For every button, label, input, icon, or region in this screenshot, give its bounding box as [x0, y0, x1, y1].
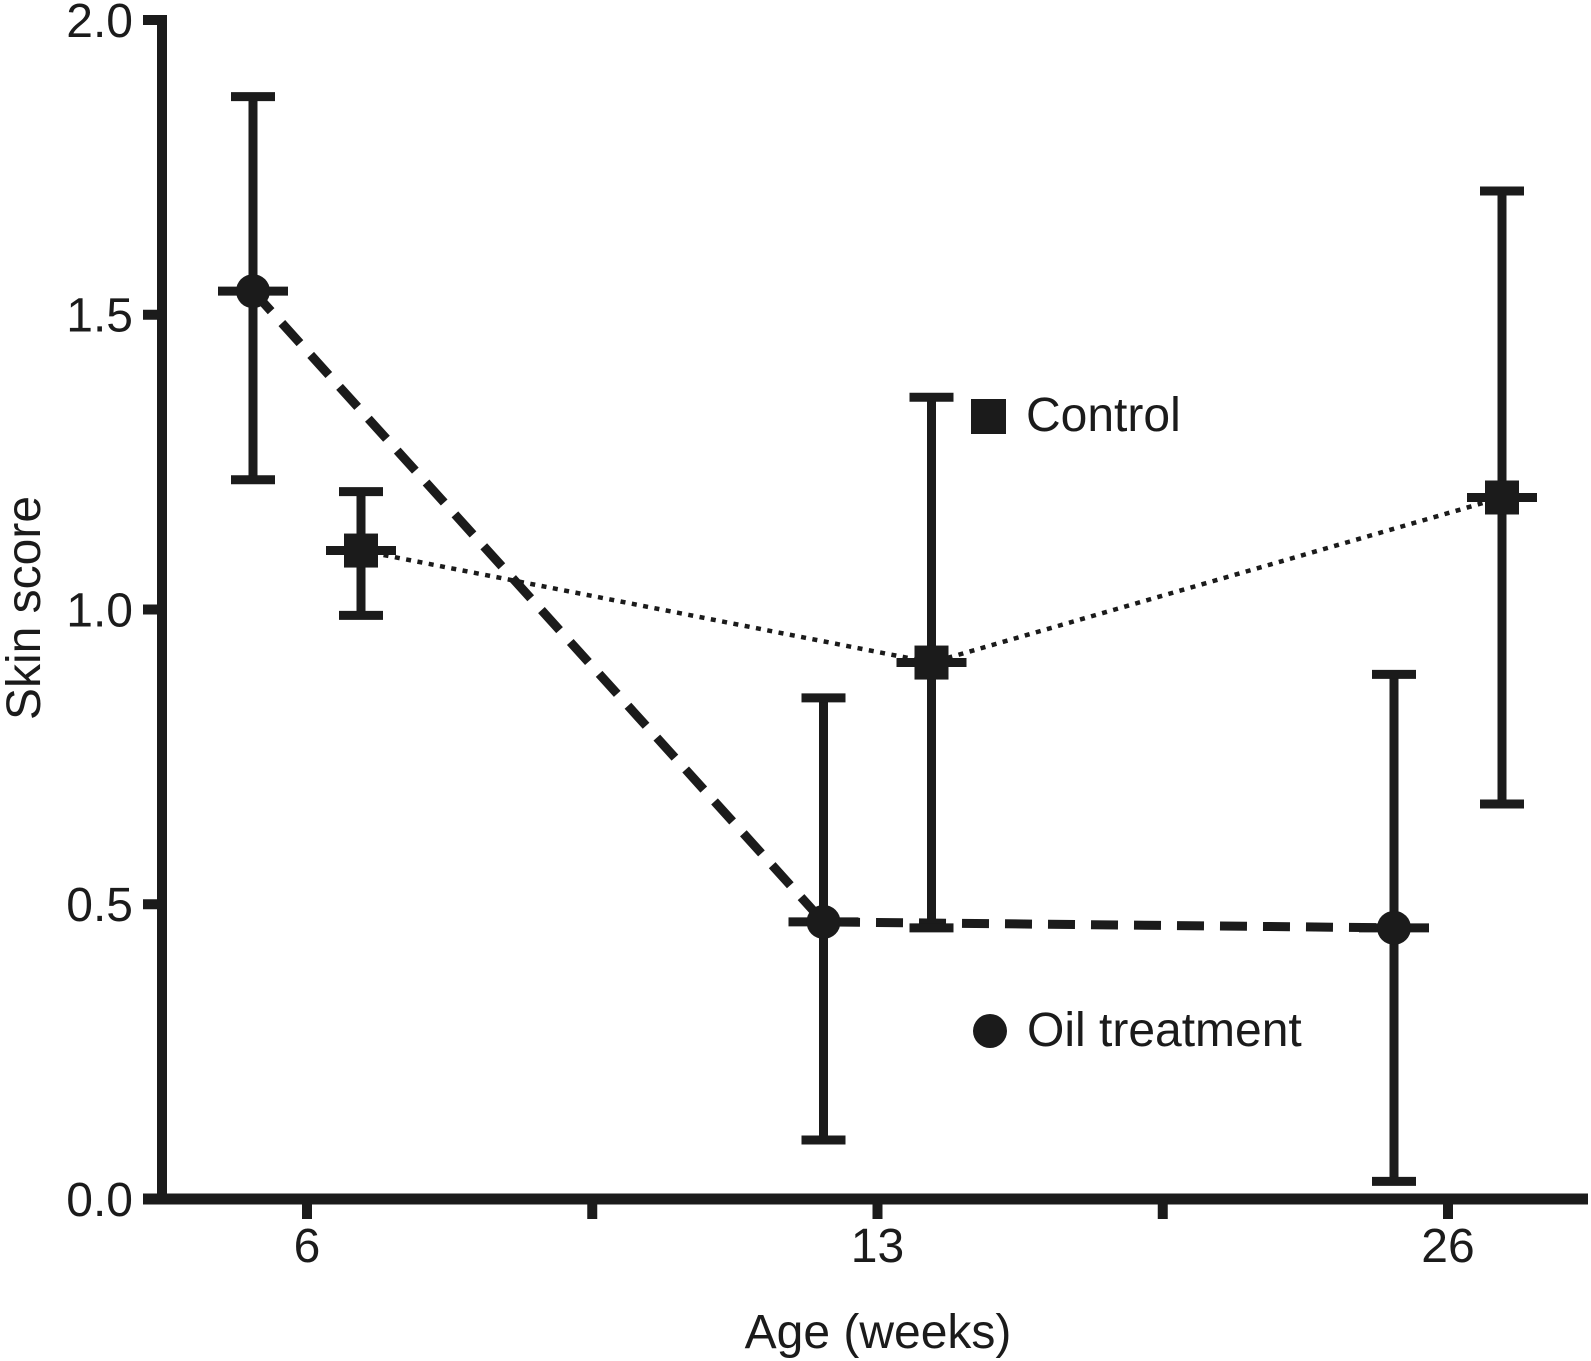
y-tick-label: 0.5: [66, 879, 133, 932]
x-axis-title: Age (weeks): [744, 1306, 1012, 1359]
oil-treatment-marker: [806, 904, 841, 939]
control-marker: [344, 533, 378, 568]
oil-treatment-series-line: [249, 288, 1395, 933]
x-tick-label: 26: [1421, 1220, 1474, 1273]
legend-item-oil-treatment: Oil treatment: [973, 1007, 1302, 1055]
y-tick-label: 2.0: [66, 0, 133, 48]
control-marker: [914, 645, 949, 680]
x-tick-label: 13: [851, 1220, 904, 1273]
legend-label-oil-treatment: Oil treatment: [1027, 1004, 1302, 1057]
circle-marker-icon: [973, 1014, 1007, 1048]
y-tick-label: 0.0: [66, 1174, 133, 1227]
y-tick-label: 1.5: [66, 290, 133, 343]
x-tick-label: 6: [294, 1220, 321, 1273]
square-marker-icon: [971, 398, 1006, 434]
y-axis-title: Skin score: [0, 495, 51, 721]
y-tick-label: 1.0: [66, 584, 133, 637]
oil-treatment-marker: [236, 274, 270, 309]
legend-label-control: Control: [1026, 389, 1181, 442]
control-marker: [1485, 480, 1519, 515]
legend-item-control: Control: [971, 392, 1181, 440]
oil-treatment-marker: [1377, 910, 1411, 945]
